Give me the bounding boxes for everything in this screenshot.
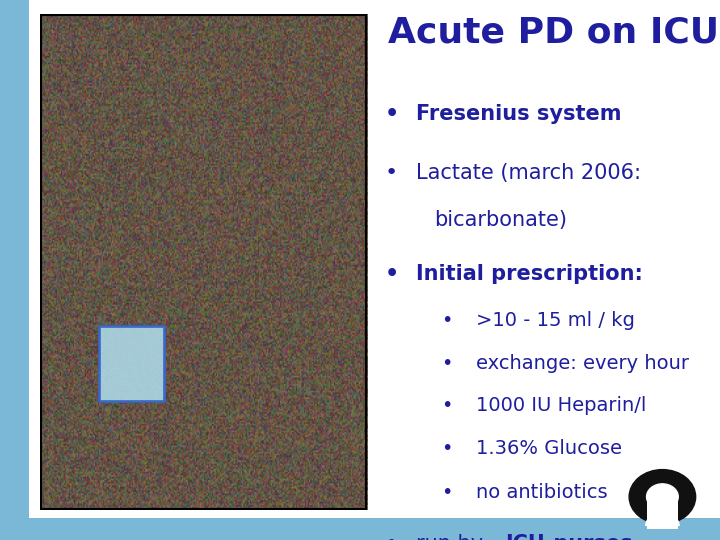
Text: •: •	[441, 438, 452, 457]
Text: Lactate (march 2006:: Lactate (march 2006:	[416, 163, 642, 183]
Text: •: •	[384, 535, 398, 540]
Text: >10 - 15 ml / kg: >10 - 15 ml / kg	[475, 311, 634, 330]
Text: •: •	[384, 265, 399, 285]
Text: 1.36% Glucose: 1.36% Glucose	[475, 438, 621, 457]
Text: no antibiotics: no antibiotics	[475, 483, 607, 502]
Text: •: •	[441, 354, 452, 373]
Circle shape	[629, 470, 696, 524]
Text: •: •	[384, 104, 399, 124]
Text: ICU-nurses: ICU-nurses	[505, 535, 633, 540]
Text: Fresenius system: Fresenius system	[416, 104, 621, 124]
Circle shape	[647, 484, 678, 510]
Text: 1000 IU Heparin/l: 1000 IU Heparin/l	[475, 396, 646, 415]
Bar	[647, 498, 678, 529]
Wedge shape	[645, 512, 680, 526]
Text: Acute PD on ICU:: Acute PD on ICU:	[388, 16, 720, 50]
Text: •: •	[441, 396, 452, 415]
Text: •: •	[441, 483, 452, 502]
Text: run by: run by	[416, 535, 490, 540]
Bar	[0, 518, 720, 540]
Text: •: •	[384, 163, 398, 183]
Text: exchange: every hour: exchange: every hour	[475, 354, 688, 373]
Text: Initial prescription:: Initial prescription:	[416, 265, 643, 285]
Text: bicarbonate): bicarbonate)	[433, 210, 567, 230]
Bar	[99, 327, 164, 401]
Bar	[0, 0, 29, 540]
Text: •: •	[441, 311, 452, 330]
